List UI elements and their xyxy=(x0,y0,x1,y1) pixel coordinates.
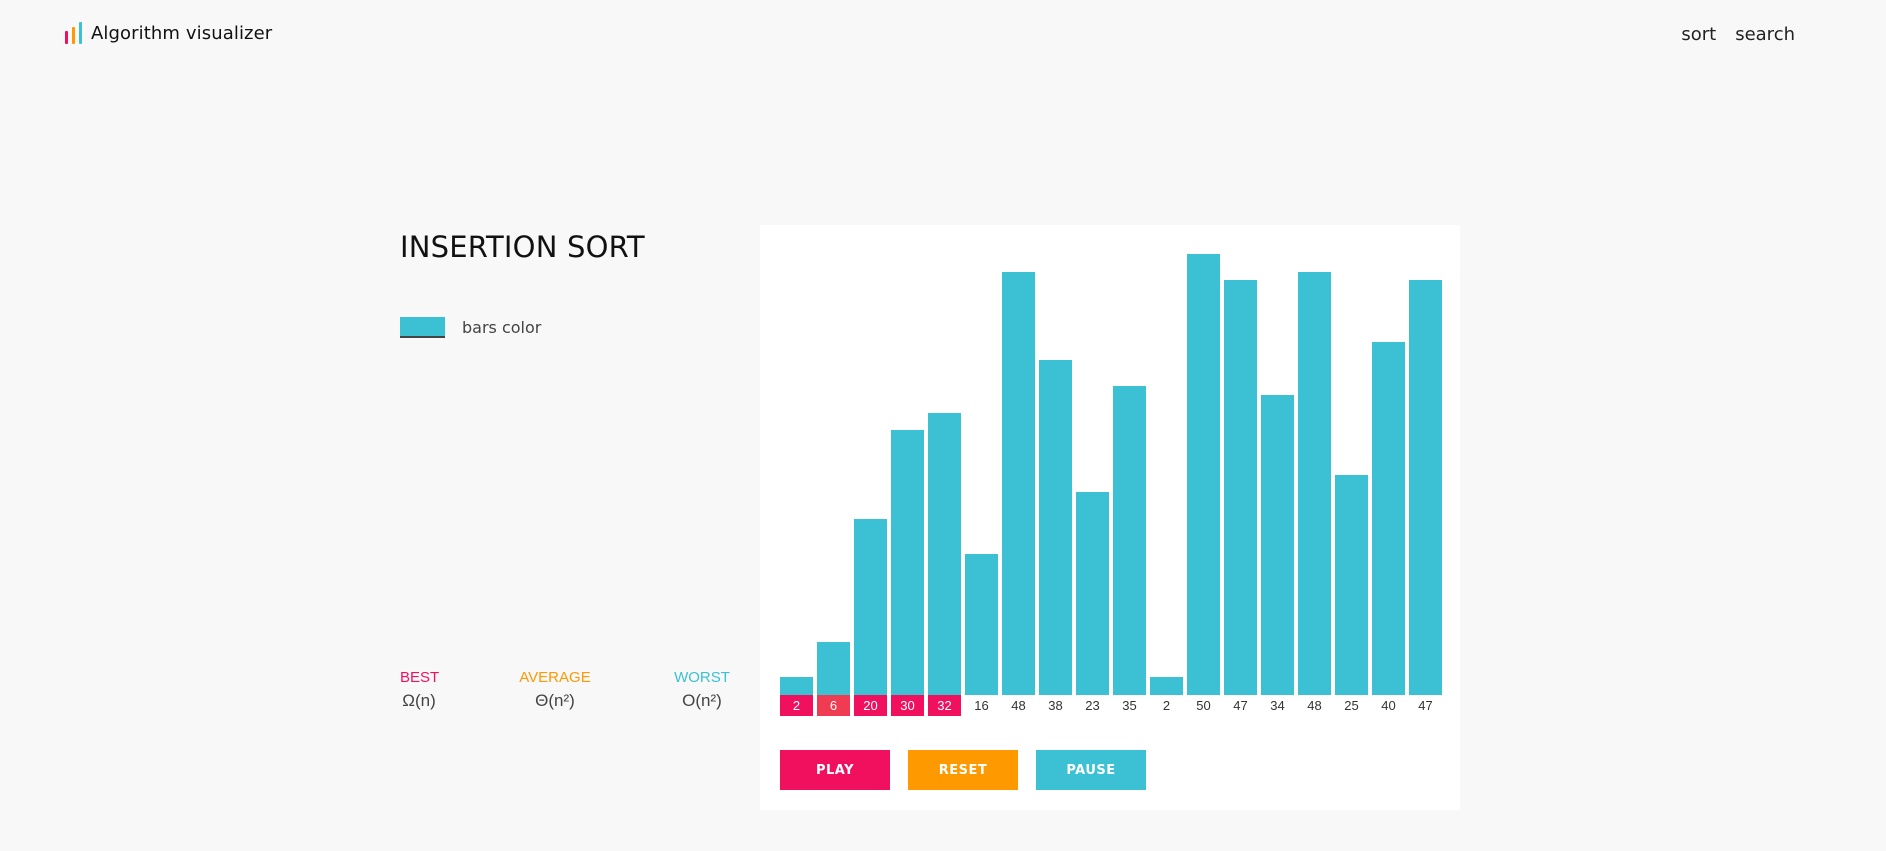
complexity-worst-value: O(n²) xyxy=(682,691,722,710)
array-bar xyxy=(928,412,961,695)
complexity-worst-label: WORST xyxy=(674,669,730,686)
bars-logo-icon xyxy=(65,22,85,44)
algorithm-title: INSERTION SORT xyxy=(400,230,645,264)
complexity-worst: WORST O(n²) xyxy=(672,669,732,711)
nav-link-sort[interactable]: sort xyxy=(1681,24,1717,45)
play-button[interactable]: PLAY xyxy=(780,750,890,790)
array-bar-value: 50 xyxy=(1196,698,1211,713)
control-buttons: PLAY RESET PAUSE xyxy=(780,750,1146,790)
array-bar xyxy=(1187,254,1220,695)
bars-color-label: bars color xyxy=(462,318,542,337)
bars-color-swatch[interactable] xyxy=(400,317,445,338)
logo-bar-medium xyxy=(72,27,75,44)
array-bar xyxy=(1002,271,1035,695)
pause-button[interactable]: PAUSE xyxy=(1036,750,1146,790)
array-bar xyxy=(780,677,813,695)
array-bar-value: 35 xyxy=(1122,698,1137,713)
array-bar-value: 25 xyxy=(1344,698,1359,713)
bar-chart: 2 6 20 30 32 16 48 38 23 35 2 50 47 34 48 25 40 47 xyxy=(780,225,1442,716)
array-bar xyxy=(965,553,998,695)
array-bar xyxy=(1335,474,1368,695)
app-title: Algorithm visualizer xyxy=(91,22,273,44)
array-bar xyxy=(1113,386,1146,695)
logo-bar-tall xyxy=(79,22,82,44)
nav-link-search[interactable]: search xyxy=(1735,24,1795,45)
array-bar xyxy=(1261,395,1294,695)
array-bar xyxy=(1224,280,1257,695)
array-bar xyxy=(1372,342,1405,695)
main-nav: sort search xyxy=(1681,24,1795,45)
array-bar-value: 32 xyxy=(928,695,961,716)
complexity-average: AVERAGE Θ(n²) xyxy=(518,669,592,711)
array-bar-value: 23 xyxy=(1085,698,1100,713)
array-bar xyxy=(1076,492,1109,695)
array-bar xyxy=(891,430,924,695)
complexity-average-value: Θ(n²) xyxy=(535,691,575,710)
array-bar xyxy=(1039,359,1072,695)
array-bar xyxy=(854,518,887,695)
array-bar xyxy=(1409,280,1442,695)
complexity-best-value: Ω(n) xyxy=(402,691,436,710)
array-bar-value: 48 xyxy=(1307,698,1322,713)
array-bar-value: 48 xyxy=(1011,698,1026,713)
logo[interactable]: Algorithm visualizer xyxy=(65,22,272,44)
array-bar-value: 30 xyxy=(891,695,924,716)
visualizer-panel: 2 6 20 30 32 16 48 38 23 35 2 50 47 34 48 25 40 47 PLAY R… xyxy=(760,225,1460,810)
array-bar-value: 20 xyxy=(854,695,887,716)
complexity-average-label: AVERAGE xyxy=(519,669,591,686)
array-bar-value: 2 xyxy=(1162,698,1171,713)
bars-color-picker: bars color xyxy=(400,317,541,338)
complexity-best-label: BEST xyxy=(400,669,440,686)
array-bar-value: 47 xyxy=(1418,698,1433,713)
logo-bar-short xyxy=(65,31,68,44)
array-bar-value: 2 xyxy=(780,695,813,716)
array-bar-value: 40 xyxy=(1381,698,1396,713)
array-bar-value: 16 xyxy=(974,698,989,713)
top-bar: Algorithm visualizer sort search xyxy=(0,0,1886,70)
array-bar-value: 47 xyxy=(1233,698,1248,713)
array-bar xyxy=(1150,677,1183,695)
array-bar xyxy=(817,642,850,695)
array-bar-value: 38 xyxy=(1048,698,1063,713)
array-bar-value: 6 xyxy=(817,695,850,716)
array-bar-value: 34 xyxy=(1270,698,1285,713)
complexity-best: BEST Ω(n) xyxy=(400,669,440,711)
array-bar xyxy=(1298,271,1331,695)
reset-button[interactable]: RESET xyxy=(908,750,1018,790)
